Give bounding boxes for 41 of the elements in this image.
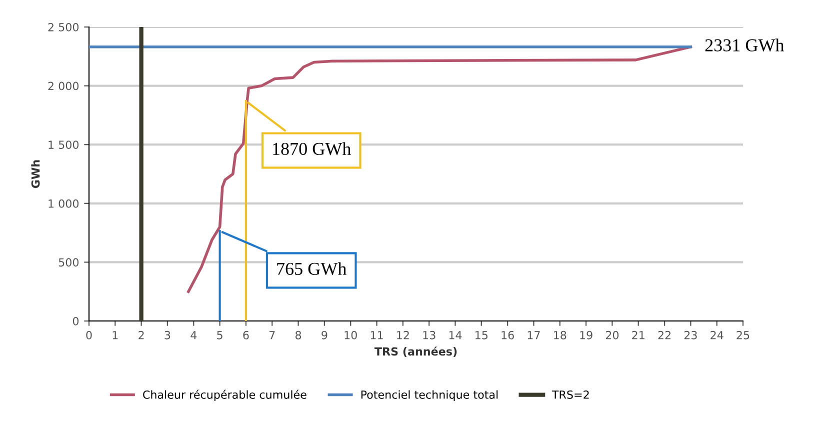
y-tick-label: 1 500 [48,140,79,149]
x-tick-label: 8 [296,330,302,340]
x-tick-label: 3 [164,330,170,340]
line-series [187,45,692,293]
annotation: 1870 GWh [273,142,351,156]
x-tick-label: 2 [138,330,144,340]
x-tick-label: 22 [658,330,670,340]
x-tick-label: 7 [269,331,275,340]
x-tick-label: 23 [684,330,697,340]
x-tick-label: 11 [370,331,383,340]
x-tick-label: 25 [736,330,750,340]
x-tick-label: 14 [449,331,462,340]
x-tick-label: 5 [217,331,222,340]
x-tick-label: 12 [397,330,409,340]
x-tick-label: 19 [580,330,592,340]
x-tick-label: 21 [632,330,644,340]
y-tick-label: 2 500 [48,22,79,32]
legend-label: Potenciel technique total [361,390,498,401]
x-tick-label: 6 [243,330,249,340]
x-tick-label: 17 [528,331,540,340]
x-tick-label: 24 [710,330,724,340]
x-tick-label: 4 [190,331,197,340]
y-axis-title: GWh [31,160,40,188]
x-tick-label: 15 [476,331,488,340]
x-tick-label: 20 [606,330,619,340]
y-tick-label: 0 [72,316,79,326]
annotation: 765 GWh [277,262,346,276]
x-tick-label: 0 [86,330,92,340]
y-tick-label: 2 000 [48,82,79,90]
legend-label: Chaleur récupérable cumulée [143,390,306,401]
x-tick-label: 13 [423,330,436,340]
legend-label: TRS=2 [552,390,589,399]
y-tick-label: 1 000 [48,199,79,208]
x-axis-title: TRS (années) [374,346,457,357]
x-tick-label: 9 [322,330,328,340]
x-tick-label: 16 [502,330,514,340]
x-tick-label: 1 [112,331,118,340]
x-tick-label: 10 [344,330,357,340]
x-tick-label: 18 [554,330,566,340]
y-tick-label: 500 [58,258,79,267]
annotation: 2331 GWh [705,38,784,52]
